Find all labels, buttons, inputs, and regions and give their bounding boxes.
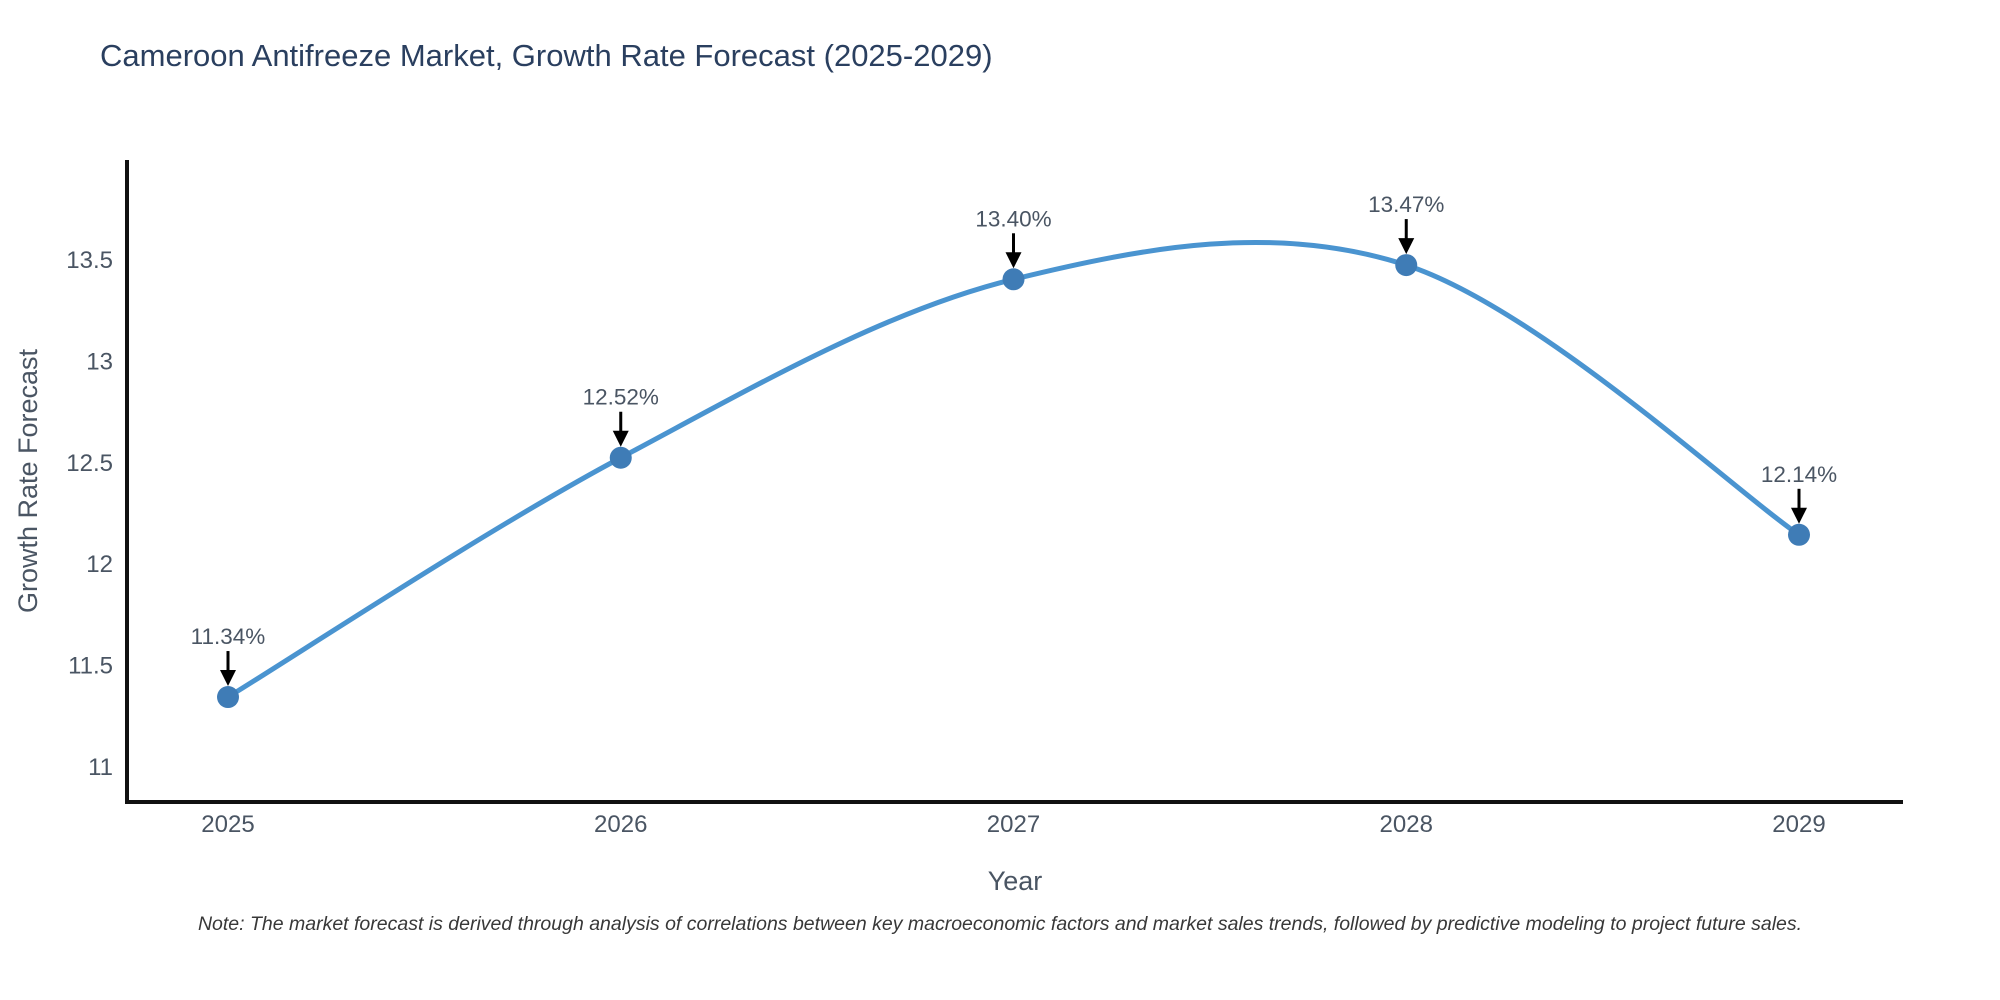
data-point-marker	[609, 446, 632, 469]
chart-title: Cameroon Antifreeze Market, Growth Rate …	[100, 38, 993, 73]
y-tick-label: 11	[88, 754, 113, 781]
plot-area: 11 11.5 12 12.5 13 13.5 2025 2026 2027 2028 2029 11…	[66, 192, 1837, 838]
x-axis-title: Year	[988, 866, 1043, 896]
y-tick-label: 11.5	[68, 653, 113, 680]
annotation-arrowhead	[220, 670, 236, 687]
footnote: Note: The market forecast is derived thr…	[197, 913, 1803, 935]
y-tick-label: 13.5	[66, 247, 113, 274]
y-tick-label: 12	[86, 551, 113, 578]
data-point-marker	[1002, 268, 1025, 291]
x-tick-label: 2027	[987, 811, 1040, 838]
data-point-label: 12.14%	[1761, 462, 1837, 487]
data-point-marker	[217, 686, 239, 709]
x-tick-label: 2026	[594, 811, 647, 838]
data-point-label: 11.34%	[191, 624, 266, 649]
data-point-marker	[1395, 254, 1418, 277]
y-tick-label: 13	[86, 348, 113, 375]
annotation-arrowhead	[1005, 252, 1022, 269]
y-axis-title: Growth Rate Forecast	[13, 348, 43, 613]
x-tick-label: 2025	[201, 811, 254, 838]
y-tick-label: 12.5	[66, 450, 113, 477]
annotation-arrowhead	[1791, 507, 1807, 524]
annotation-arrowhead	[612, 430, 629, 447]
x-tick-label: 2028	[1380, 811, 1433, 838]
data-point-label: 13.40%	[975, 206, 1051, 231]
trend-line	[225, 239, 1802, 700]
data-point-label: 12.52%	[583, 385, 659, 410]
x-tick-label: 2029	[1772, 811, 1825, 838]
data-point-marker	[1788, 523, 1810, 546]
data-point-label: 13.47%	[1368, 192, 1444, 217]
annotation-arrowhead	[1398, 238, 1415, 255]
